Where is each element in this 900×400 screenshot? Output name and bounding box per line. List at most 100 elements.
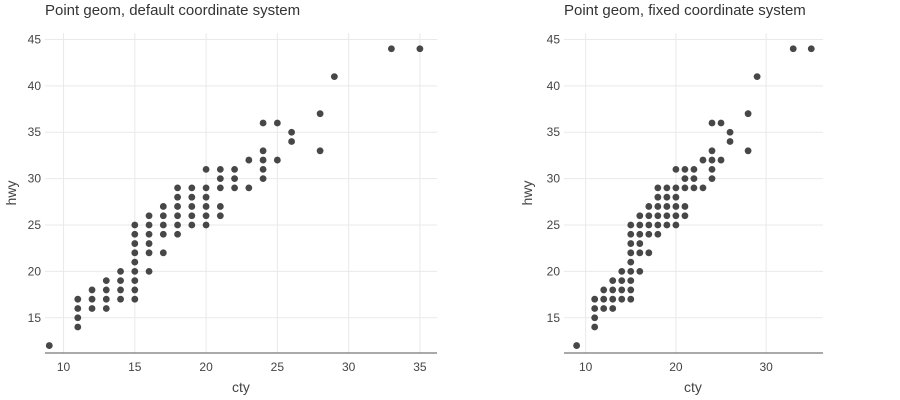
data-point [717,119,725,127]
data-point [202,221,210,229]
data-point [131,295,139,303]
data-point [618,286,626,294]
data-point [74,323,82,331]
data-point [316,147,324,155]
chart-title: Point geom, default coordinate system [45,2,300,19]
data-point [159,249,167,257]
data-point [672,203,680,210]
data-point [259,175,267,183]
data-point [600,305,608,312]
data-point [708,156,716,164]
data-point [654,193,662,201]
tick-labels: 10 20 30 15 20 25 30 35 40 45 [547,32,773,374]
data-point [627,221,635,229]
data-point [117,295,124,303]
y-tick-label: 45 [547,32,561,46]
data-point [699,184,707,192]
data-point [690,184,698,192]
data-point [117,286,124,294]
data-point [159,221,167,229]
x-tick-label: 30 [342,360,356,374]
data-point [663,203,671,210]
data-point [145,212,153,220]
y-tick-label: 25 [547,218,561,232]
data-point [216,165,224,173]
data-point [231,184,238,192]
data-point [316,110,324,118]
data-point [174,203,181,210]
data-point [672,165,680,173]
data-point [145,230,153,238]
data-point [681,184,689,192]
data-point [131,286,139,294]
data-point [645,203,653,210]
data-point [627,249,635,257]
y-axis-label: hwy [519,181,535,206]
data-point [663,221,671,229]
data-point [188,203,196,210]
data-point [708,175,716,183]
data-point [387,45,395,53]
data-point [330,73,338,80]
data-point [654,212,662,220]
data-point [708,165,716,173]
y-tick-label: 30 [28,172,42,186]
data-point [591,305,599,312]
data-point [102,286,110,294]
data-point [627,267,635,275]
data-point [708,147,716,155]
x-tick-label: 30 [759,360,773,374]
y-tick-label: 15 [28,311,42,325]
data-point [202,212,210,220]
data-point [202,193,210,201]
data-point [627,240,635,247]
data-point [645,221,653,229]
data-point [609,277,617,285]
data-point [159,230,167,238]
data-point [216,203,224,210]
gridlines [564,33,823,353]
data-point [654,203,662,210]
data-point [74,305,82,312]
y-axis-label: hwy [3,181,19,206]
data-point [789,45,797,53]
data-point [600,295,608,303]
data-point [627,295,635,303]
data-point [654,221,662,229]
data-point [245,156,253,164]
data-point [202,165,210,173]
data-point [288,138,296,145]
data-point [131,221,139,229]
chart-panel-default: Point geom, default coordinate system 10… [3,2,437,395]
tick-labels: 10 15 20 25 30 35 15 20 25 30 35 40 45 [28,32,427,374]
data-point [145,249,153,257]
data-point [618,277,626,285]
data-point [699,156,707,164]
data-point [663,212,671,220]
data-point [188,212,196,220]
data-point [273,156,281,164]
x-tick-label: 10 [579,360,593,374]
data-point [174,230,181,238]
chart-panel-fixed: Point geom, fixed coordinate system 10 20… [519,2,823,395]
data-point [744,110,752,118]
data-point [627,277,635,285]
y-tick-label: 20 [547,264,561,278]
data-point [174,184,181,192]
data-point [174,221,181,229]
x-axis-label: cty [232,379,250,395]
data-point [45,342,53,349]
data-point [627,286,635,294]
data-point [131,249,139,257]
data-point [672,212,680,220]
data-point [672,193,680,201]
data-point [618,295,626,303]
data-point [807,45,815,53]
data-point [273,119,281,127]
y-tick-label: 35 [547,125,561,139]
y-tick-label: 15 [547,311,561,325]
x-tick-label: 15 [128,360,142,374]
data-point [159,203,167,210]
y-tick-label: 25 [28,218,42,232]
data-point [174,193,181,201]
